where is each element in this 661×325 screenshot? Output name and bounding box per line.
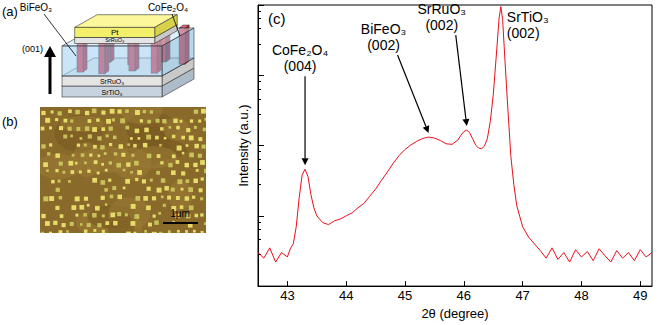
svg-text:(001): (001) bbox=[22, 44, 43, 54]
svg-text:SrTiO₃: SrTiO₃ bbox=[102, 89, 123, 96]
svg-text:SrRuO₃: SrRuO₃ bbox=[418, 1, 467, 17]
svg-text:47: 47 bbox=[515, 288, 529, 303]
svg-text:(c): (c) bbox=[268, 10, 286, 27]
svg-text:BiFeO₃: BiFeO₃ bbox=[20, 2, 52, 13]
svg-text:CoFe₂O₄: CoFe₂O₄ bbox=[272, 42, 329, 58]
svg-text:(004): (004) bbox=[284, 58, 317, 74]
svg-text:SrRuO₃: SrRuO₃ bbox=[105, 37, 124, 43]
svg-text:CoFe₂O₄: CoFe₂O₄ bbox=[148, 2, 188, 13]
svg-text:(002): (002) bbox=[507, 25, 540, 41]
svg-text:48: 48 bbox=[574, 288, 588, 303]
svg-text:SrTiO₃: SrTiO₃ bbox=[507, 9, 549, 25]
svg-text:1μm: 1μm bbox=[170, 208, 190, 219]
svg-text:46: 46 bbox=[457, 288, 471, 303]
svg-text:45: 45 bbox=[398, 288, 412, 303]
svg-text:(002): (002) bbox=[425, 17, 458, 33]
svg-text:BiFeO₃: BiFeO₃ bbox=[361, 21, 406, 37]
svg-text:49: 49 bbox=[633, 288, 647, 303]
svg-text:Intensity (a.u.): Intensity (a.u.) bbox=[236, 104, 251, 186]
svg-text:2θ (degree): 2θ (degree) bbox=[421, 306, 488, 321]
svg-text:(b): (b) bbox=[2, 114, 18, 129]
svg-text:(a): (a) bbox=[2, 4, 18, 19]
svg-text:(002): (002) bbox=[367, 37, 400, 53]
svg-text:44: 44 bbox=[339, 288, 353, 303]
svg-text:Pt: Pt bbox=[111, 28, 119, 37]
svg-text:43: 43 bbox=[280, 288, 294, 303]
svg-text:SrRuO₃: SrRuO₃ bbox=[100, 78, 124, 85]
